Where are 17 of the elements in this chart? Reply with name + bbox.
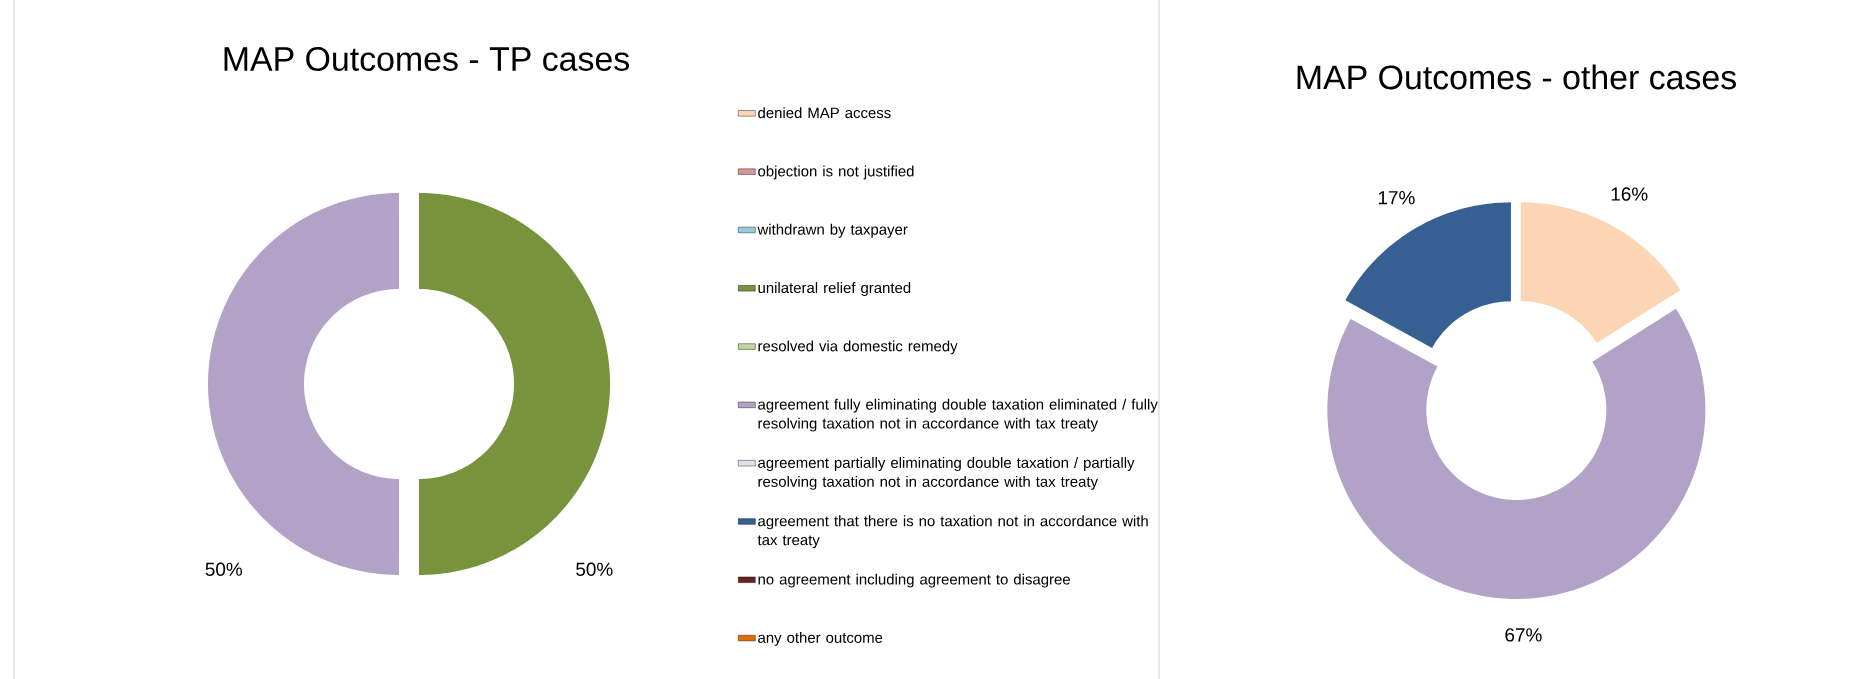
data-label: 50% xyxy=(205,562,243,576)
legend-label: no agreement including agreement to disagree xyxy=(758,573,1070,588)
legend-label: any other outcome xyxy=(758,631,883,646)
legend-label: agreement partially eliminating double taxation / partially resolving taxation not in accordance with tax treaty xyxy=(758,457,1135,490)
legend-label: agreement that there is no taxation not in accordance with tax treaty xyxy=(757,515,1148,549)
legend-label: objection is not justified xyxy=(758,165,914,180)
legend-label: resolved via domestic remedy xyxy=(758,340,958,355)
data-label: 67% xyxy=(1505,628,1542,642)
chart-title: MAP Outcomes - other cases xyxy=(1297,64,1736,90)
legend-label: unilateral relief granted xyxy=(758,282,911,297)
legend-label: agreement fully eliminating double taxation eliminated / fully resolving taxation not in accordance with tax treaty xyxy=(758,398,1158,432)
data-label: 17% xyxy=(1378,191,1415,205)
data-label: 50% xyxy=(576,562,613,576)
chart-title: MAP Outcomes - TP cases xyxy=(224,46,630,71)
data-label: 16% xyxy=(1611,187,1648,201)
legend-label: withdrawn by taxpayer xyxy=(757,223,908,238)
legend-label: denied MAP access xyxy=(758,107,891,119)
